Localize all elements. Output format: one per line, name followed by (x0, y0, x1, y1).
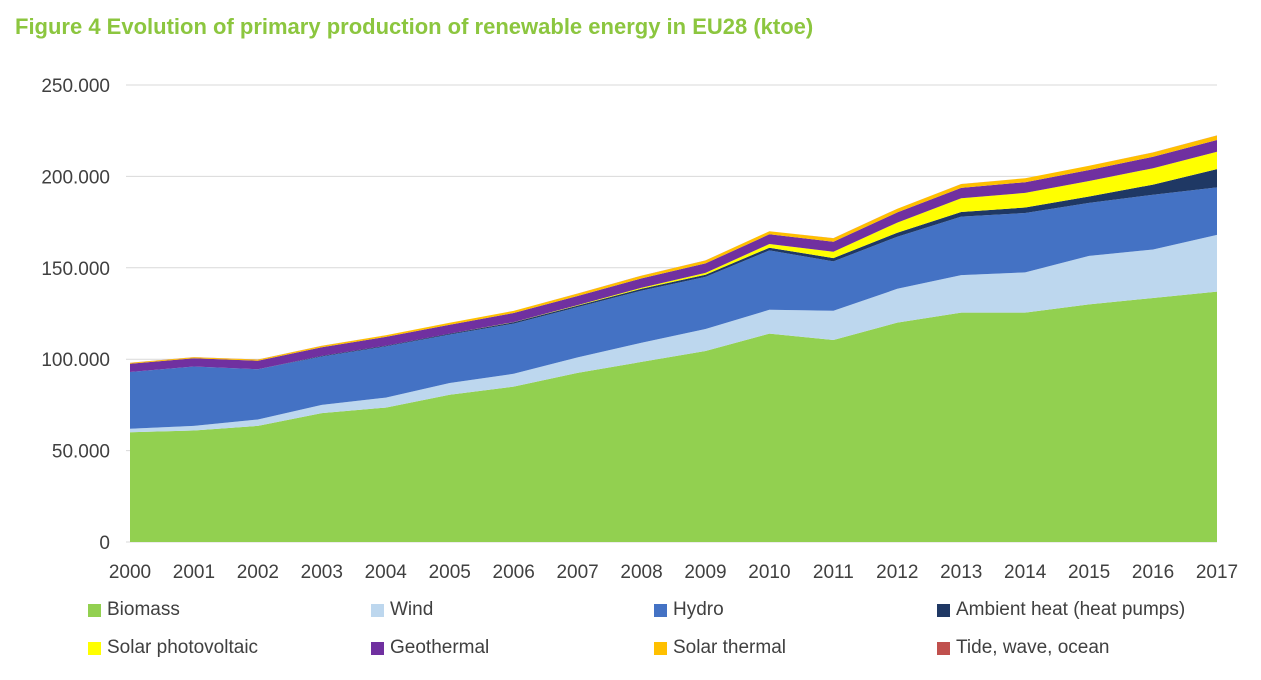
legend-item: Tide, wave, ocean (937, 637, 1237, 658)
area-series (130, 135, 1217, 542)
legend-swatch (88, 641, 101, 655)
x-tick-label: 2017 (1196, 562, 1238, 583)
legend-item: Biomass (88, 599, 371, 620)
x-tick-label: 2011 (813, 562, 854, 583)
x-tick-label: 2005 (429, 562, 471, 583)
area-ambient-heat-heat-pumps (130, 169, 1217, 372)
legend-label: Hydro (673, 599, 724, 620)
x-tick-label: 2014 (1004, 562, 1047, 583)
stacked-area-chart: 0 50.000 100.000 150.000 200.000 250.000 2000… (41, 76, 1238, 583)
x-tick-label: 2001 (173, 562, 215, 583)
area-wind (130, 234, 1217, 433)
x-tick-label: 2015 (1068, 562, 1110, 583)
legend-item: Solar photovoltaic (88, 637, 371, 658)
x-tick-label: 2000 (109, 562, 151, 583)
legend-swatch (654, 641, 667, 655)
legend-label: Ambient heat (heat pumps) (956, 599, 1186, 620)
legend-label: Biomass (107, 599, 180, 620)
legend-label: Solar thermal (673, 637, 786, 658)
legend-swatch (937, 641, 950, 655)
legend-swatch (371, 641, 384, 655)
legend-label: Geothermal (390, 637, 490, 658)
legend-item: Ambient heat (heat pumps) (937, 599, 1237, 620)
x-tick-label: 2003 (301, 562, 343, 583)
y-axis-ticks: 0 50.000 100.000 150.000 200.000 250.000 (41, 76, 110, 554)
legend-swatch (371, 603, 384, 617)
x-tick-label: 2008 (620, 562, 662, 583)
area-geothermal (130, 140, 1217, 372)
legend-swatch (937, 603, 950, 617)
x-tick-label: 2013 (940, 562, 982, 583)
x-tick-label: 2009 (684, 562, 726, 583)
area-biomass (130, 291, 1217, 542)
legend-label: Tide, wave, ocean (956, 637, 1110, 658)
y-tick-label: 0 (99, 533, 110, 554)
area-solar-thermal (130, 135, 1217, 364)
legend-item: Geothermal (371, 637, 654, 658)
legend-label: Wind (390, 599, 434, 620)
y-tick-label: 100.000 (41, 350, 110, 371)
y-tick-label: 150.000 (41, 259, 110, 280)
legend: Biomass Wind Hydro Ambient heat (heat pumps… (88, 599, 1248, 658)
x-tick-label: 2002 (237, 562, 279, 583)
legend-swatch (654, 603, 667, 617)
legend-label: Solar photovoltaic (107, 637, 259, 658)
area-solar-photovoltaic (130, 151, 1217, 372)
x-tick-label: 2016 (1132, 562, 1174, 583)
legend-item: Hydro (654, 599, 937, 620)
chart-title: Figure 4 Evolution of primary production… (15, 14, 814, 39)
legend-swatch (88, 603, 101, 617)
legend-item: Wind (371, 599, 654, 620)
y-tick-label: 250.000 (41, 76, 110, 97)
x-tick-label: 2006 (493, 562, 535, 583)
x-tick-label: 2010 (748, 562, 790, 583)
x-axis-ticks: 2000 2001 2002 2003 2004 2005 2006 2007 2008 2009… (109, 562, 1238, 583)
x-tick-label: 2004 (365, 562, 408, 583)
y-tick-label: 200.000 (41, 167, 110, 188)
area-hydro (130, 187, 1217, 429)
x-tick-label: 2012 (876, 562, 918, 583)
legend-item: Solar thermal (654, 637, 937, 658)
y-tick-label: 50.000 (52, 442, 110, 463)
x-tick-label: 2007 (556, 562, 598, 583)
